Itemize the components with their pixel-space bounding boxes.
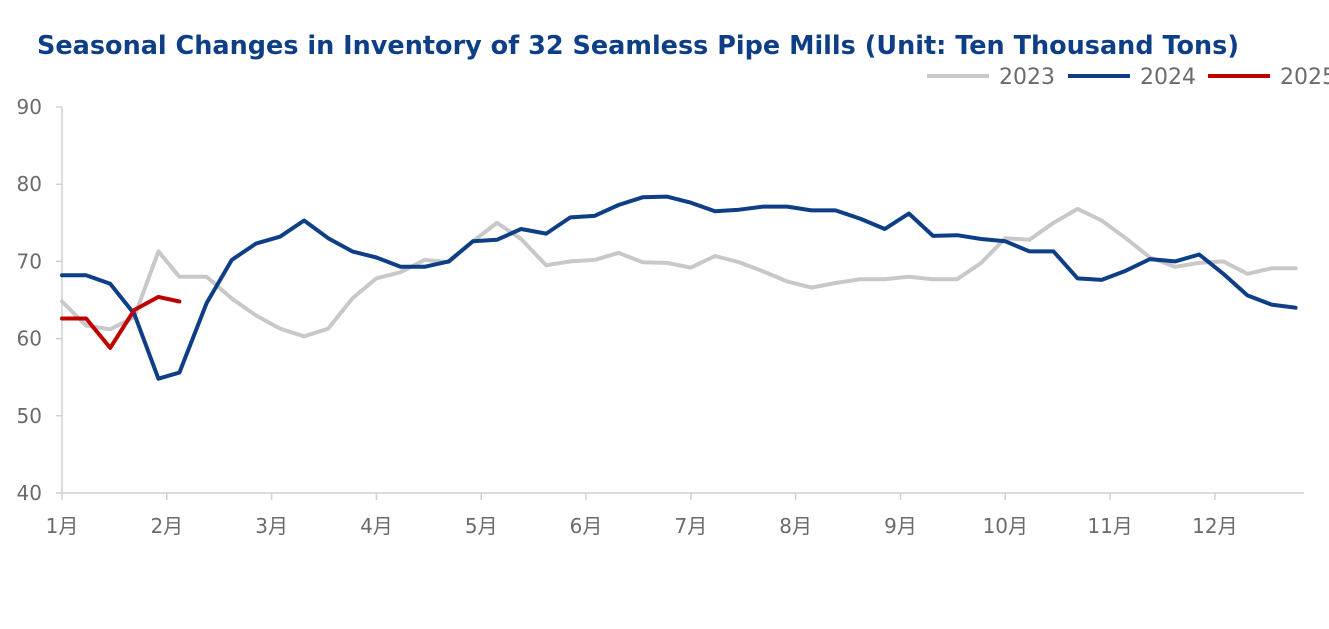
x-tick-label: 11月: [1087, 514, 1132, 538]
series-lines: [60, 194, 1298, 381]
x-tick-labels: 1月 2月 3月 4月 5月 6月 7月 8月 9月 10月 11月 12月: [46, 514, 1238, 538]
x-tick-label: 12月: [1192, 514, 1237, 538]
x-tick-label: 6月: [570, 514, 603, 538]
x-tick-label: 8月: [779, 514, 812, 538]
x-tick-label: 7月: [674, 514, 707, 538]
x-tick-label: 5月: [465, 514, 498, 538]
series-line-2023: [60, 206, 1298, 339]
y-tick-label: 90: [17, 95, 42, 119]
y-tick-labels: 40 50 60 70 80 90: [17, 95, 42, 505]
legend: 2023 2024 2025: [927, 65, 1329, 90]
y-tick-label: 80: [17, 172, 42, 196]
y-tick-label: 40: [17, 481, 42, 505]
x-tick-label: 1月: [46, 514, 79, 538]
y-tick-label: 70: [17, 249, 42, 273]
x-tick-label: 2月: [150, 514, 183, 538]
y-tick-label: 60: [17, 327, 42, 351]
legend-label-2023: 2023: [999, 65, 1055, 90]
x-tick-label: 3月: [255, 514, 288, 538]
legend-label-2024: 2024: [1140, 65, 1196, 90]
x-tick-label: 9月: [884, 514, 917, 538]
chart-title: Seasonal Changes in Inventory of 32 Seam…: [37, 31, 1239, 61]
legend-label-2025: 2025: [1280, 65, 1329, 90]
series-line-2025: [60, 294, 182, 350]
x-tick-label: 10月: [983, 514, 1028, 538]
axes: [56, 106, 1304, 500]
x-tick-label: 4月: [360, 514, 393, 538]
y-tick-label: 50: [17, 404, 42, 428]
series-line-2024: [60, 194, 1298, 381]
